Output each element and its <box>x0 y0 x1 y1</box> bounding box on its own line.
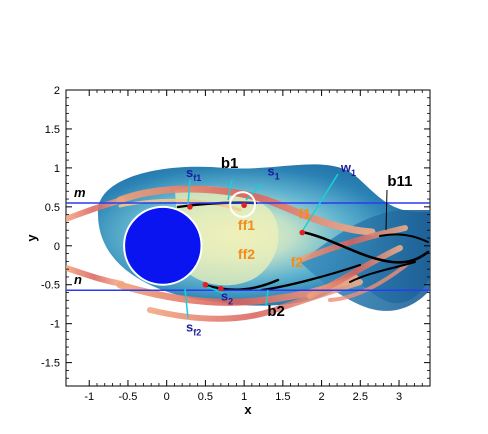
annotation-s2: s2 <box>221 288 233 306</box>
line-b2-2 <box>260 263 362 292</box>
x-axis-ticks: -1 -0.5 0 0.5 1 1.5 2 2.5 3 <box>84 90 423 403</box>
separation-marker <box>299 229 306 236</box>
x-axis-label: x <box>244 402 252 417</box>
annotation-f2: f2 <box>291 254 304 270</box>
line-tail-lower <box>349 261 416 283</box>
pointer-lines <box>184 173 388 319</box>
y-tick-label: 0 <box>54 241 60 253</box>
streak-lower-inlet <box>66 265 125 287</box>
y-tick-label: 1 <box>54 163 60 175</box>
annotation-ff2: ff2 <box>238 246 255 262</box>
x-tick-label: 0 <box>164 391 170 403</box>
y-tick-label: 2 <box>54 85 60 97</box>
streak-tail-1 <box>297 225 408 263</box>
annotations: b1 b11 b2 s1 sf1 w1 s2 sf2 ff1 f1 ff2 f2 <box>186 155 412 338</box>
annotation-ff1: ff1 <box>238 217 255 233</box>
x-tick-label: -0.5 <box>118 391 137 403</box>
separation-markers <box>187 202 306 292</box>
reference-label-m: m <box>74 185 86 200</box>
x-tick-label: 2 <box>319 391 325 403</box>
annotation-sf1: sf1 <box>186 165 201 183</box>
annotation-b2: b2 <box>267 303 285 320</box>
x-tick-label: 2.5 <box>353 391 368 403</box>
highlight-circle <box>229 191 256 218</box>
separation-marker <box>202 281 209 288</box>
reference-label-n: n <box>74 272 82 287</box>
y-tick-label: 1.5 <box>45 124 60 136</box>
y-tick-label: -1 <box>50 319 60 331</box>
y-axis-label: y <box>24 234 39 242</box>
streak-tail-2 <box>307 245 403 299</box>
y-axis-ticks: 2 1.5 1 0.5 0 -0.5 -1 -1.5 <box>41 85 430 379</box>
cylinder <box>123 205 203 286</box>
x-tick-label: 1.5 <box>275 391 290 403</box>
reference-lines <box>66 202 430 291</box>
streaklines <box>66 185 412 322</box>
line-b11-2 <box>379 233 429 243</box>
x-tick-label: 0.5 <box>198 391 213 403</box>
separation-marker <box>218 285 224 292</box>
streak-tail-3 <box>328 260 412 302</box>
x-tick-label: 1 <box>241 391 247 403</box>
y-tick-label: 0.5 <box>45 202 60 214</box>
annotation-w1: w1 <box>340 160 356 178</box>
y-tick-label: -1.5 <box>41 358 60 370</box>
annotation-b1: b1 <box>221 155 239 172</box>
line-b11 <box>300 230 430 264</box>
y-tick-label: -0.5 <box>41 280 60 292</box>
x-tick-label: -1 <box>84 391 94 403</box>
x-tick-label: 3 <box>396 391 402 403</box>
streak-lower-shear-2 <box>147 279 363 322</box>
annotation-b11: b11 <box>387 173 412 190</box>
annotation-s1: s1 <box>267 164 279 182</box>
annotation-f1: f1 <box>298 206 311 222</box>
separation-marker <box>241 202 247 209</box>
annotation-sf2: sf2 <box>186 319 201 337</box>
separation-marker <box>187 204 193 210</box>
streak-upper-inlet <box>66 197 125 222</box>
